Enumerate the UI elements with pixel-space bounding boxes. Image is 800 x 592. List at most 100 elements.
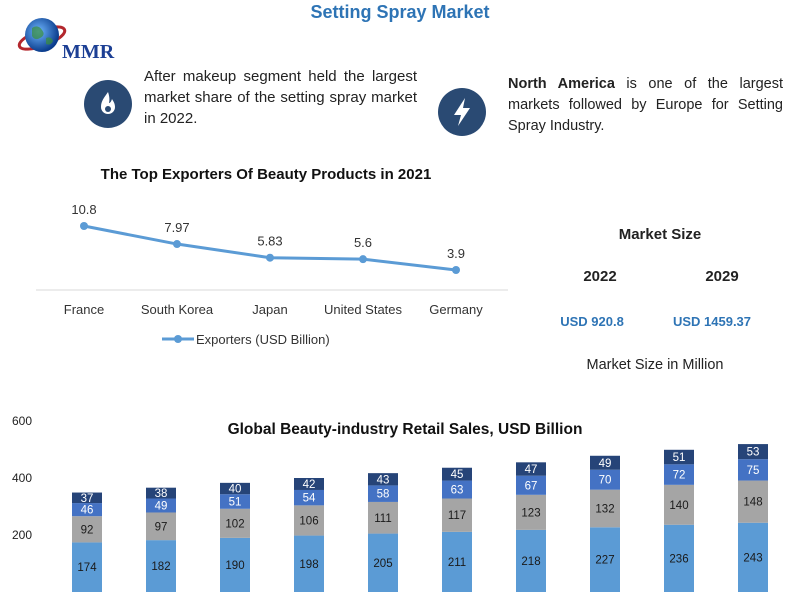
data-label: 10.8 [71, 202, 96, 217]
bar-value-label: 53 [747, 447, 760, 459]
region-note-text: is one of the largest markets followed b… [508, 76, 783, 134]
market-year-2022: 2022 [583, 268, 617, 285]
x-tick-label: United States [324, 302, 403, 317]
x-tick-label: France [64, 302, 104, 317]
bar-segment [664, 484, 694, 525]
bar-value-label: 174 [77, 562, 97, 574]
bar-segment [72, 516, 102, 543]
bar-value-label: 111 [374, 513, 391, 525]
bar-value-label: 54 [303, 493, 316, 505]
bar-value-label: 37 [81, 493, 94, 505]
bar-segment [294, 505, 324, 536]
bar-value-label: 218 [521, 556, 540, 568]
y-tick-label: 600 [12, 414, 32, 428]
bar-segment [442, 498, 472, 532]
bar-value-label: 227 [595, 555, 614, 567]
bar-value-label: 49 [599, 458, 612, 470]
bar-value-label: 198 [299, 559, 318, 571]
bar-value-label: 205 [373, 558, 392, 570]
bar-segment [590, 489, 620, 528]
data-point [80, 222, 88, 230]
bar-segment [738, 459, 768, 481]
bar-value-label: 148 [743, 497, 762, 509]
bar-segment [220, 537, 250, 592]
lightning-icon [438, 88, 486, 136]
data-label: 5.83 [257, 234, 282, 249]
bar-segment [516, 529, 546, 592]
bar-segment [590, 455, 620, 470]
market-size-footnote: Market Size in Million [586, 357, 724, 373]
bar-segment [664, 524, 694, 592]
legend-marker [174, 335, 182, 343]
bar-value-label: 46 [81, 505, 94, 517]
bar-segment [442, 480, 472, 499]
bar-value-label: 72 [673, 470, 686, 482]
bar-segment [220, 494, 250, 509]
bar-value-label: 43 [377, 474, 390, 486]
exporters-chart-title: The Top Exporters Of Beauty Products in … [100, 166, 432, 183]
bar-segment [442, 467, 472, 481]
bar-value-label: 106 [299, 515, 318, 527]
bar-segment [516, 494, 546, 530]
data-point [359, 255, 367, 264]
bar-segment [368, 501, 398, 534]
bar-segment [220, 508, 250, 538]
bar-value-label: 182 [151, 561, 170, 573]
bar-value-label: 236 [669, 553, 688, 565]
bar-value-label: 132 [595, 503, 614, 515]
flame-icon [84, 80, 132, 128]
market-value-2029: USD 1459.37 [672, 314, 752, 329]
bar-value-label: 47 [525, 464, 538, 476]
bar-segment [590, 527, 620, 592]
bar-segment [442, 531, 472, 592]
y-tick-label: 200 [12, 528, 32, 542]
bar-segment [368, 533, 398, 592]
bar-value-label: 92 [81, 524, 94, 536]
bar-value-label: 97 [155, 521, 168, 533]
bar-value-label: 63 [451, 485, 464, 497]
bar-segment [664, 464, 694, 485]
data-point [173, 240, 181, 249]
data-point [266, 253, 274, 262]
market-size-title: Market Size [618, 226, 702, 243]
x-tick-label: Germany [429, 302, 483, 317]
bar-value-label: 42 [303, 479, 316, 491]
bar-value-label: 211 [448, 557, 466, 569]
bar-value-label: 70 [599, 475, 612, 487]
bar-segment [516, 462, 546, 476]
bar-value-label: 117 [448, 510, 466, 522]
bar-segment [294, 535, 324, 592]
bar-segment [368, 485, 398, 502]
bar-segment [146, 540, 176, 592]
bar-value-label: 51 [673, 452, 686, 464]
exporters-line-chart: 10.8 France 7.97 South Korea 5.83 Japan 5.6 Uni… [36, 202, 508, 347]
mmr-logo: MMR [8, 8, 138, 68]
bar-segment [146, 512, 176, 541]
market-value-2022: USD 920.8 [560, 314, 624, 329]
bar-segment [738, 480, 768, 523]
data-label: 7.97 [164, 220, 189, 235]
bar-segment [516, 475, 546, 495]
bar-value-label: 75 [747, 465, 760, 477]
bar-segment [146, 498, 176, 513]
market-year-2029: 2029 [705, 268, 739, 285]
legend-label: Exporters (USD Billion) [196, 332, 330, 347]
bar-value-label: 67 [525, 480, 538, 492]
bar-value-label: 190 [225, 560, 244, 572]
bar-segment [72, 542, 102, 592]
bar-segment [72, 492, 102, 504]
bar-segment [72, 503, 102, 517]
bar-value-label: 40 [229, 484, 242, 496]
bar-segment [590, 469, 620, 490]
data-point [452, 266, 460, 274]
bar-value-label: 102 [225, 518, 244, 530]
bar-value-label: 38 [155, 488, 168, 500]
bar-segment [294, 478, 324, 490]
bar-value-label: 123 [521, 507, 540, 519]
bar-value-label: 58 [377, 489, 390, 501]
page-title: Setting Spray Market [310, 2, 490, 22]
bar-segment [220, 482, 250, 495]
logo-text: MMR [62, 41, 115, 63]
region-note: North America is one of the largest mark… [508, 74, 783, 137]
bar-segment [146, 487, 176, 499]
